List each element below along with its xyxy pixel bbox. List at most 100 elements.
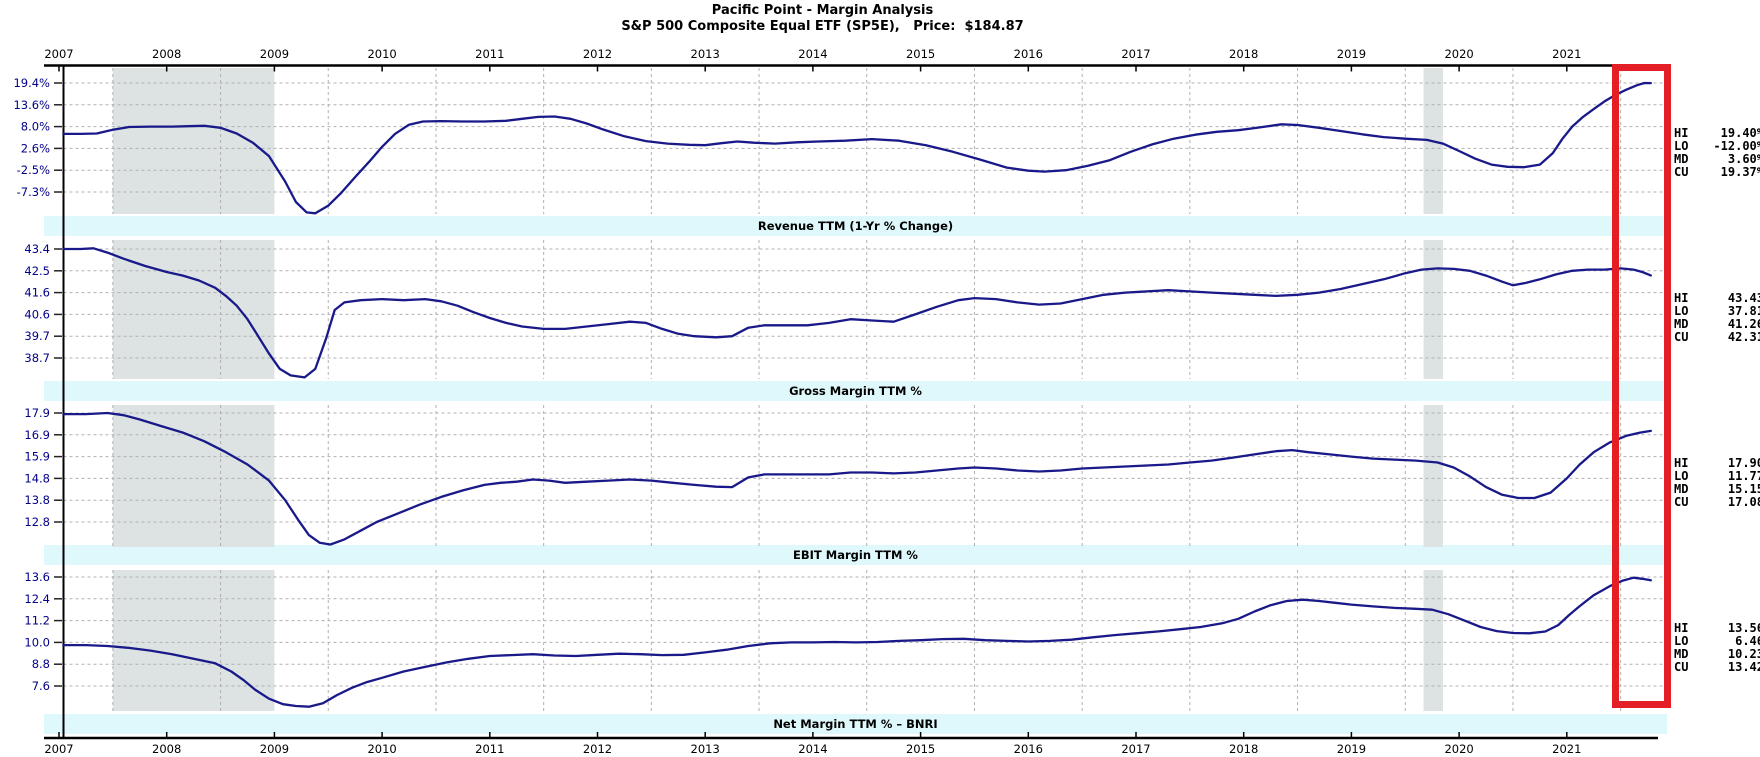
panel-label-ebit-margin: EBIT Margin TTM % — [44, 545, 1667, 565]
year-label-bottom: 2008 — [152, 742, 181, 756]
y-tick-label: -7.3% — [17, 185, 50, 199]
y-tick-label: 13.6 — [24, 570, 50, 584]
stat-row-cu: CU 42.31 — [1674, 331, 1760, 344]
recession-band-2020 — [1423, 405, 1443, 547]
revenue-ttm-stats: HI 19.40% LO -12.00% MD 3.60% CU 19.37% — [1674, 127, 1760, 179]
y-tick-label: 13.8 — [24, 493, 50, 507]
y-tick-label: 42.5 — [24, 264, 50, 278]
year-label-top: 2015 — [906, 47, 935, 61]
year-label-bottom: 2017 — [1121, 742, 1150, 756]
year-label-bottom: 2016 — [1014, 742, 1043, 756]
net-margin-ttm-line — [62, 576, 1652, 708]
stat-label: MD — [1674, 152, 1689, 166]
stat-value: 17.08 — [1727, 495, 1760, 509]
stat-row-md: MD 3.60% — [1674, 153, 1760, 166]
y-tick-label: 17.9 — [24, 406, 50, 420]
y-tick-label: 40.6 — [24, 307, 50, 321]
stat-row-md: MD 15.15 — [1674, 483, 1760, 496]
y-tick-label: 8.0% — [21, 120, 50, 134]
stat-row-lo: LO 37.81 — [1674, 305, 1760, 318]
stat-value: 15.15 — [1727, 482, 1760, 496]
stat-label: MD — [1674, 482, 1689, 496]
year-label-top: 2019 — [1337, 47, 1366, 61]
y-tick-label: 13.6% — [13, 98, 50, 112]
y-tick-label: 12.4 — [24, 592, 50, 606]
stat-label: CU — [1674, 495, 1689, 509]
y-tick-label: 41.6 — [24, 286, 50, 300]
year-label-bottom: 2012 — [583, 742, 612, 756]
stat-label: HI — [1674, 126, 1689, 140]
stat-value: 6.46 — [1735, 634, 1760, 648]
y-tick-label: 14.8 — [24, 471, 50, 485]
stat-label: HI — [1674, 456, 1689, 470]
stat-label: MD — [1674, 317, 1689, 331]
stat-value: 41.26 — [1727, 317, 1760, 331]
stat-value: -12.00% — [1713, 139, 1760, 153]
page-subtitle: S&P 500 Composite Equal ETF (SP5E), Pric… — [621, 19, 1024, 34]
year-label-bottom: 2014 — [798, 742, 827, 756]
y-tick-label: -2.5% — [17, 163, 50, 177]
year-label-bottom: 2018 — [1229, 742, 1258, 756]
year-label-top: 2017 — [1121, 47, 1150, 61]
year-label-top: 2021 — [1552, 47, 1581, 61]
year-label-bottom: 2009 — [260, 742, 289, 756]
stat-row-hi: HI 43.43 — [1674, 292, 1760, 305]
stat-value: 11.77 — [1727, 469, 1760, 483]
stat-label: HI — [1674, 291, 1689, 305]
y-tick-label: 15.9 — [24, 450, 50, 464]
year-label-top: 2018 — [1229, 47, 1258, 61]
stat-value: 43.43 — [1727, 291, 1760, 305]
stat-row-hi: HI 13.56 — [1674, 622, 1760, 635]
stat-label: LO — [1674, 304, 1689, 318]
year-label-bottom: 2020 — [1444, 742, 1473, 756]
y-tick-label: 38.7 — [24, 351, 50, 365]
current-period-highlight — [1612, 64, 1671, 708]
stat-row-md: MD 41.26 — [1674, 318, 1760, 331]
stat-value: 19.37% — [1720, 165, 1760, 179]
stat-label: LO — [1674, 139, 1689, 153]
y-tick-label: 10.0 — [24, 635, 50, 649]
year-label-bottom: 2013 — [691, 742, 720, 756]
net-margin-ttm-stats: HI 13.56 LO 6.46 MD 10.23 CU 13.42 — [1674, 622, 1760, 674]
stat-row-cu: CU 17.08 — [1674, 496, 1760, 509]
stat-row-cu: CU 19.37% — [1674, 166, 1760, 179]
panel-label-gross-margin: Gross Margin TTM % — [44, 381, 1667, 401]
ebit-margin-ttm-stats: HI 17.90 LO 11.77 MD 15.15 CU 17.08 — [1674, 457, 1760, 509]
stat-value: 3.60% — [1727, 152, 1760, 166]
y-tick-label: 8.8 — [32, 657, 50, 671]
stat-row-hi: HI 17.90 — [1674, 457, 1760, 470]
y-tick-label: 12.8 — [24, 515, 50, 529]
stat-value: 19.40% — [1720, 126, 1760, 140]
year-label-top: 2011 — [475, 47, 504, 61]
year-label-top: 2009 — [260, 47, 289, 61]
year-label-top: 2012 — [583, 47, 612, 61]
ebit-margin-ttm-line — [62, 411, 1652, 546]
stat-value: 17.90 — [1727, 456, 1760, 470]
y-tick-label: 2.6% — [21, 141, 50, 155]
stat-label: LO — [1674, 469, 1689, 483]
y-tick-label: 16.9 — [24, 428, 50, 442]
y-tick-label: 19.4% — [13, 76, 50, 90]
gross-margin-ttm-line — [62, 247, 1652, 379]
year-label-bottom: 2019 — [1337, 742, 1366, 756]
y-tick-label: 43.4 — [24, 242, 50, 256]
gross-margin-ttm-stats: HI 43.43 LO 37.81 MD 41.26 CU 42.31 — [1674, 292, 1760, 344]
year-label-bottom: 2021 — [1552, 742, 1581, 756]
year-label-top: 2008 — [152, 47, 181, 61]
stat-row-cu: CU 13.42 — [1674, 661, 1760, 674]
recession-band-2008 — [112, 405, 275, 547]
stat-label: HI — [1674, 621, 1689, 635]
stat-row-md: MD 10.23 — [1674, 648, 1760, 661]
stat-label: CU — [1674, 165, 1689, 179]
year-label-top: 2020 — [1444, 47, 1473, 61]
panel-label-net-margin: Net Margin TTM % – BNRI — [44, 714, 1667, 734]
stat-row-lo: LO 6.46 — [1674, 635, 1760, 648]
year-label-top: 2007 — [44, 47, 73, 61]
stat-value: 10.23 — [1727, 647, 1760, 661]
recession-band-2008 — [112, 68, 275, 214]
stat-label: CU — [1674, 330, 1689, 344]
panel-label-revenue: Revenue TTM (1-Yr % Change) — [44, 216, 1667, 236]
year-label-bottom: 2011 — [475, 742, 504, 756]
